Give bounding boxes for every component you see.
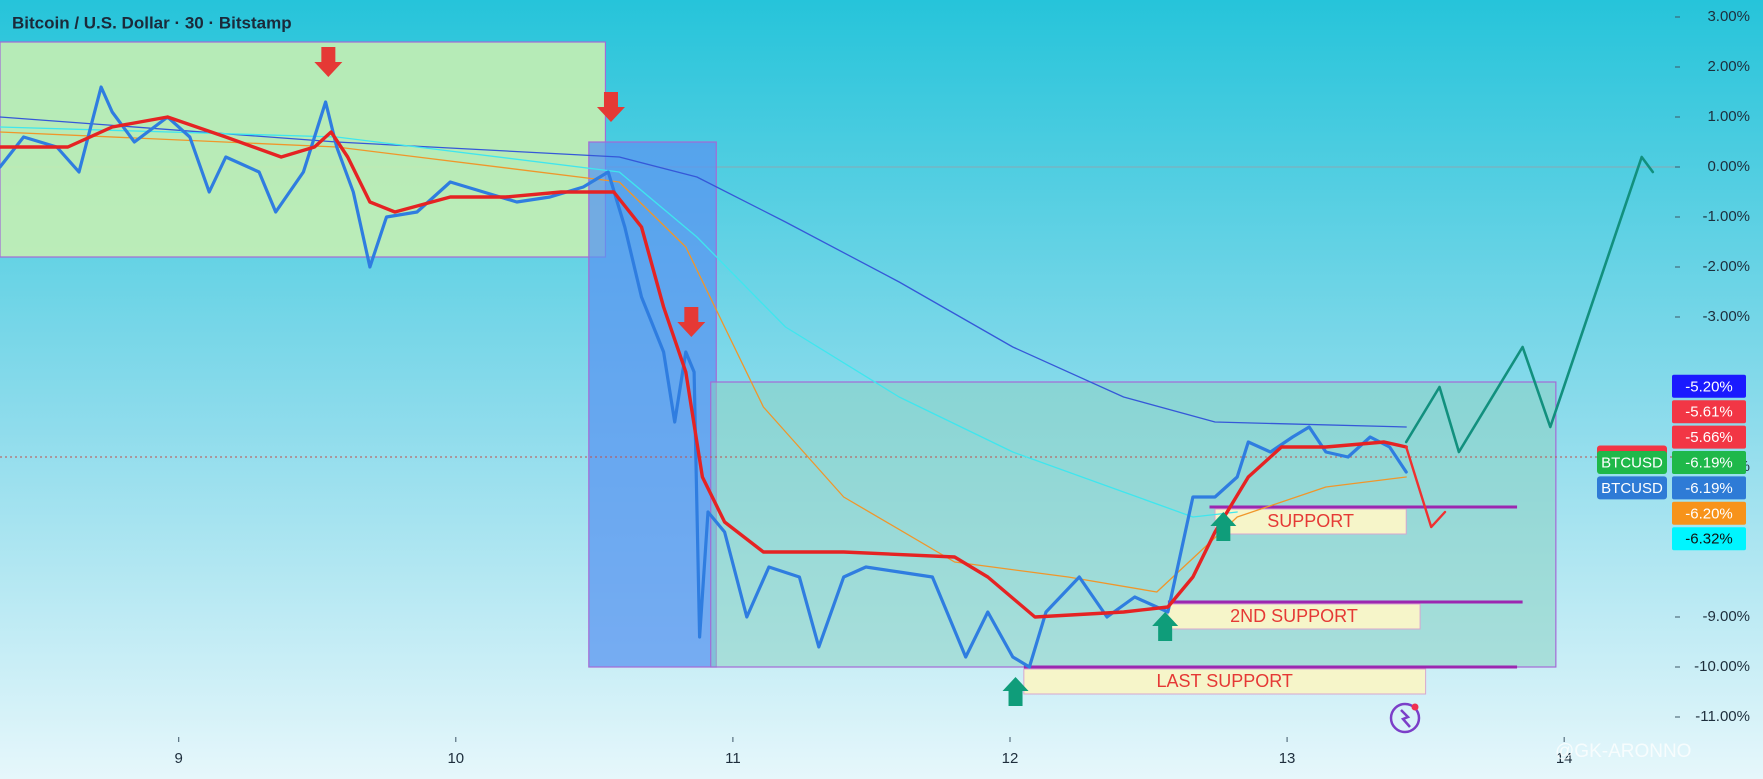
y-tick-label: 0.00%	[1707, 158, 1750, 175]
line-series	[1405, 445, 1447, 529]
sell-arrow	[314, 47, 343, 77]
y-tick-label: 2.00%	[1707, 58, 1750, 75]
support-box	[1167, 603, 1421, 630]
support-label: 2ND SUPPORT	[1230, 606, 1358, 626]
line-series	[0, 126, 1238, 518]
price-tag-label: -5.20%	[1685, 378, 1733, 395]
y-tick-label: 1.00%	[1707, 108, 1750, 125]
price-tag	[1672, 400, 1746, 424]
price-tag	[1672, 451, 1746, 474]
line-series	[0, 116, 1407, 428]
price-tag-label: -5.61%	[1685, 404, 1733, 421]
price-tag-label: -6.20%	[1685, 505, 1733, 522]
y-tick-label: -10.00%	[1694, 658, 1750, 675]
x-tick-label: 13	[1279, 750, 1296, 767]
buy-arrow	[1002, 677, 1029, 706]
line-series	[0, 131, 1407, 593]
y-tick-label: -11.00%	[1695, 708, 1750, 725]
plot: SUPPORT 2ND SUPPORT LAST SUPPORT 3.00% 2.00%…	[0, 8, 1750, 767]
x-tick-label: 9	[175, 750, 183, 767]
price-tag	[1672, 374, 1746, 398]
watermark: @GK-ARONNO	[1555, 741, 1691, 762]
x-tick-label: 14	[1556, 750, 1573, 767]
price-tag-label: -6.32%	[1685, 531, 1733, 548]
y-tick-label: 3.00%	[1707, 8, 1750, 25]
price-tag	[1672, 425, 1746, 449]
zone	[710, 381, 1557, 668]
price-tag-name-box	[1597, 476, 1667, 500]
x-tick-label: 11	[725, 750, 741, 767]
buy-arrow	[1152, 612, 1179, 641]
price-tag-name: BTCUSD	[1601, 480, 1663, 497]
y-tick-label: -3.00%	[1702, 308, 1750, 325]
price-tag-label: -5.66%	[1685, 429, 1733, 446]
buy-arrow	[1210, 512, 1237, 541]
x-tick-label: 12	[1002, 750, 1019, 767]
price-tag-label: -6.19%	[1685, 480, 1733, 497]
support-label: SUPPORT	[1267, 511, 1354, 531]
chart-title: Bitcoin / U.S. Dollar · 30 · Bitstamp	[12, 13, 292, 32]
price-tag	[1672, 476, 1746, 500]
price-tag-label: -6.19%	[1685, 454, 1733, 471]
support-box	[1023, 668, 1427, 695]
price-tag-name: BTCUSD	[1601, 454, 1663, 471]
y-tick-label: -1.00%	[1702, 208, 1750, 225]
x-tick-label: 10	[447, 750, 464, 767]
line-series	[0, 85, 1408, 669]
sell-arrow	[677, 307, 706, 337]
logo-icon	[1389, 702, 1421, 734]
line-series	[1404, 155, 1655, 454]
price-tag	[1672, 501, 1746, 525]
sell-arrow	[596, 92, 625, 122]
price-tag-name-box	[1597, 451, 1667, 474]
line-series	[0, 115, 1408, 619]
y-tick-label: -9.00%	[1702, 608, 1750, 625]
support-label: LAST SUPPORT	[1157, 671, 1293, 691]
y-tick-label: -2.00%	[1702, 258, 1750, 275]
price-tag	[1672, 527, 1746, 551]
